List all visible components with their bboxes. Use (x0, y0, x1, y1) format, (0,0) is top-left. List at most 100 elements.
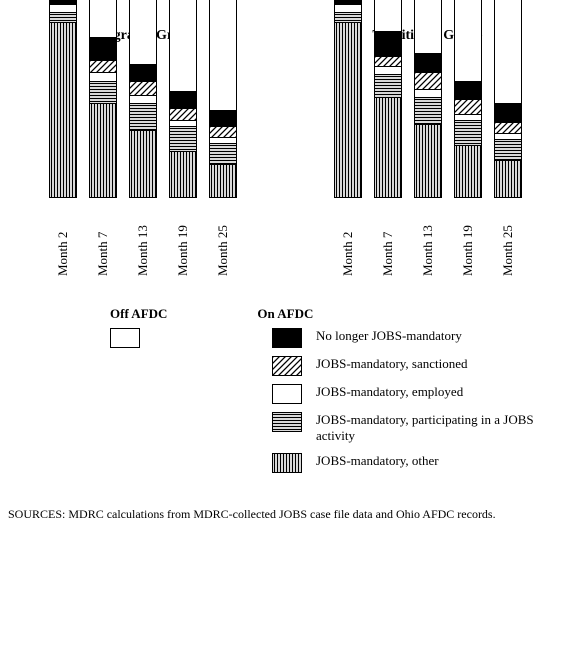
bar-column: Month 13 (414, 0, 442, 276)
bar-segment (375, 97, 401, 197)
bar-segment (210, 126, 236, 136)
legend-label: JOBS-mandatory, employed (316, 384, 463, 400)
bar-segment (495, 122, 521, 132)
legend-label: No longer JOBS-mandatory (316, 328, 462, 344)
legend-item (110, 328, 154, 348)
bar-segment (170, 126, 196, 151)
bar-column: Month 19 (454, 0, 482, 276)
legend-header-off: Off AFDC (110, 306, 167, 322)
bar-xlabel: Month 7 (95, 206, 111, 276)
bar (494, 0, 522, 198)
legend-swatch (272, 328, 302, 348)
bar-xlabel: Month 2 (55, 206, 71, 276)
legend-swatch (110, 328, 140, 348)
bar-segment (90, 81, 116, 104)
bar (414, 0, 442, 198)
bar-segment (90, 72, 116, 80)
legend-off-column (110, 328, 154, 356)
bar-xlabel: Month 7 (380, 206, 396, 276)
bar-column: Month 19 (169, 0, 197, 276)
legend-item: JOBS-mandatory, other (272, 453, 556, 473)
bar (89, 0, 117, 198)
bar-segment (210, 110, 236, 127)
bar-segment (415, 97, 441, 124)
bars-area: Month 2 Month 7 Month 13 Month 19 Month 25 (23, 66, 263, 276)
bar-segment (375, 74, 401, 97)
bar-segment (455, 0, 481, 81)
bar-column: Month 25 (494, 0, 522, 276)
bar-xlabel: Month 2 (340, 206, 356, 276)
legend-item: JOBS-mandatory, employed (272, 384, 556, 404)
legend-label: JOBS-mandatory, participating in a JOBS … (316, 412, 556, 445)
bar-xlabel: Month 25 (500, 206, 516, 276)
legend-swatch (272, 453, 302, 473)
chart-panel: Integrated GroupMonth 2Month 7Month 13Mo… (23, 28, 263, 276)
bar-segment (170, 91, 196, 108)
bar-segment (130, 64, 156, 81)
bar-column: Month 2 (334, 0, 362, 276)
bar-segment (50, 12, 76, 22)
bar-segment (90, 0, 116, 37)
bar-segment (375, 56, 401, 66)
bar-segment (130, 95, 156, 103)
bar-column: Month 7 (374, 0, 402, 276)
bar-segment (375, 31, 401, 56)
legend-item: JOBS-mandatory, participating in a JOBS … (272, 412, 556, 445)
legend-swatch (272, 356, 302, 376)
bar-xlabel: Month 25 (215, 206, 231, 276)
bar-segment (335, 4, 361, 12)
bar-segment (375, 0, 401, 31)
bar-segment (50, 4, 76, 12)
bar-segment (130, 0, 156, 64)
legend-swatch (272, 384, 302, 404)
legend-label: JOBS-mandatory, sanctioned (316, 356, 468, 372)
bar-segment (455, 81, 481, 100)
bar (454, 0, 482, 198)
legend-on-column: No longer JOBS-mandatory JOBS-mandatory, … (272, 328, 556, 481)
bar-xlabel: Month 19 (460, 206, 476, 276)
bar-segment (415, 124, 441, 197)
bar-segment (170, 108, 196, 120)
bar-segment (90, 60, 116, 72)
source-line: SOURCES: MDRC calculations from MDRC-col… (0, 507, 570, 534)
bar-segment (170, 0, 196, 91)
bar-column: Month 25 (209, 0, 237, 276)
bar-segment (335, 12, 361, 22)
bar-segment (210, 164, 236, 197)
charts-row: Integrated GroupMonth 2Month 7Month 13Mo… (0, 0, 570, 276)
bar-segment (495, 160, 521, 197)
bar-segment (495, 139, 521, 160)
bar-segment (495, 0, 521, 103)
bar-segment (50, 22, 76, 197)
legend-swatch (272, 412, 302, 432)
bar-segment (90, 37, 116, 60)
bar-segment (90, 103, 116, 197)
bar-segment (170, 151, 196, 197)
bar-xlabel: Month 19 (175, 206, 191, 276)
bar-segment (415, 0, 441, 53)
bar-segment (415, 72, 441, 89)
legend: Off AFDC On AFDC No longer JOBS-mandator… (0, 306, 570, 481)
legend-header-on: On AFDC (257, 306, 313, 322)
bar (129, 0, 157, 198)
bar-segment (455, 145, 481, 197)
bar-segment (210, 0, 236, 110)
legend-label: JOBS-mandatory, other (316, 453, 439, 469)
bar (334, 0, 362, 198)
bar-segment (335, 22, 361, 197)
bar (374, 0, 402, 198)
bars-area: Month 2 Month 7 Month 13 Month 19 Month 25 (308, 66, 548, 276)
bar-segment (455, 120, 481, 145)
bar-column: Month 13 (129, 0, 157, 276)
bar-segment (415, 53, 441, 72)
bar-segment (210, 143, 236, 164)
bar-segment (455, 99, 481, 114)
bar-segment (495, 103, 521, 122)
bar-xlabel: Month 13 (420, 206, 436, 276)
bar (209, 0, 237, 198)
bar (169, 0, 197, 198)
bar-segment (375, 66, 401, 74)
chart-panel: Traditional GroupMonth 2Month 7Month 13M… (308, 28, 548, 276)
bar-xlabel: Month 13 (135, 206, 151, 276)
bar (49, 0, 77, 198)
